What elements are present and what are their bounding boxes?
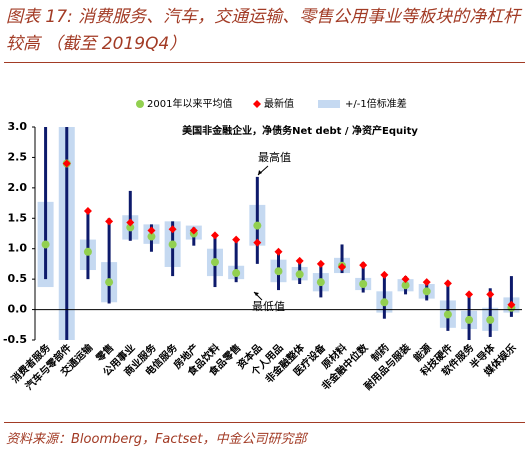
legend-label: 2001年以来平均值	[147, 97, 232, 110]
latest-diamond	[422, 278, 431, 287]
legend-swatch	[136, 100, 144, 108]
latest-diamond	[443, 279, 452, 288]
latest-diamond	[465, 290, 474, 299]
mean-dot	[274, 267, 283, 276]
y-tick-label: 0.0	[8, 303, 28, 316]
latest-diamond	[380, 270, 389, 279]
mean-dot	[422, 287, 431, 296]
mean-dot	[41, 240, 50, 249]
mean-dot	[253, 221, 262, 230]
y-tick-label: 1.5	[8, 211, 28, 224]
latest-diamond	[232, 235, 241, 244]
rule	[4, 422, 525, 423]
mean-dot	[443, 310, 452, 319]
y-tick-label: -0.5	[3, 333, 27, 346]
y-tick-label: 0.5	[8, 272, 28, 285]
latest-diamond	[189, 226, 198, 235]
mean-dot	[105, 278, 114, 287]
latest-diamond	[168, 225, 177, 234]
latest-diamond	[295, 256, 304, 265]
legend-label: +/-1倍标准差	[345, 97, 407, 110]
annotation: 最高值	[258, 150, 291, 164]
latest-diamond	[401, 275, 410, 284]
mean-dot	[316, 278, 325, 287]
mean-dot	[295, 270, 304, 279]
latest-diamond	[316, 259, 325, 268]
latest-diamond	[486, 290, 495, 299]
legend-swatch	[318, 100, 340, 108]
mean-dot	[168, 240, 177, 249]
y-tick-label: 2.5	[8, 150, 28, 163]
mean-dot	[232, 269, 241, 278]
legend-swatch	[253, 100, 261, 108]
subtitle: 美国非金融企业，净债务Net debt / 净资产Equity	[182, 124, 418, 137]
legend-label: 最新值	[264, 97, 294, 110]
rule	[4, 62, 525, 63]
mean-dot	[126, 223, 135, 232]
chart-title: 图表 17: 消费服务、汽车，交通运输、零售公用事业等板块的净杠杆较高 （截至 …	[6, 7, 521, 54]
y-tick-label: 3.0	[8, 120, 28, 133]
mean-dot	[210, 258, 219, 267]
y-tick-label: 2.0	[8, 181, 28, 194]
mean-dot	[380, 298, 389, 307]
arrowhead	[258, 170, 262, 175]
latest-diamond	[83, 206, 92, 215]
y-tick-label: 1.0	[8, 242, 28, 255]
plot	[37, 127, 520, 340]
latest-diamond	[62, 159, 71, 168]
mean-dot	[83, 247, 92, 256]
latest-diamond	[126, 218, 135, 227]
source: 资料来源：Bloomberg，Factset，中金公司研究部	[6, 432, 307, 447]
latest-diamond	[210, 231, 219, 240]
arrowhead	[254, 292, 259, 296]
latest-diamond	[507, 300, 516, 309]
mean-dot	[401, 281, 410, 290]
latest-diamond	[274, 247, 283, 256]
latest-diamond	[253, 238, 262, 247]
mean-dot	[147, 232, 156, 241]
mean-dot	[486, 315, 495, 324]
latest-diamond	[338, 262, 347, 271]
latest-diamond	[359, 261, 368, 270]
mean-dot	[359, 280, 368, 289]
mean-dot	[465, 315, 474, 324]
latest-diamond	[147, 226, 156, 235]
annotation: 最低值	[252, 300, 285, 313]
latest-diamond	[105, 217, 114, 226]
